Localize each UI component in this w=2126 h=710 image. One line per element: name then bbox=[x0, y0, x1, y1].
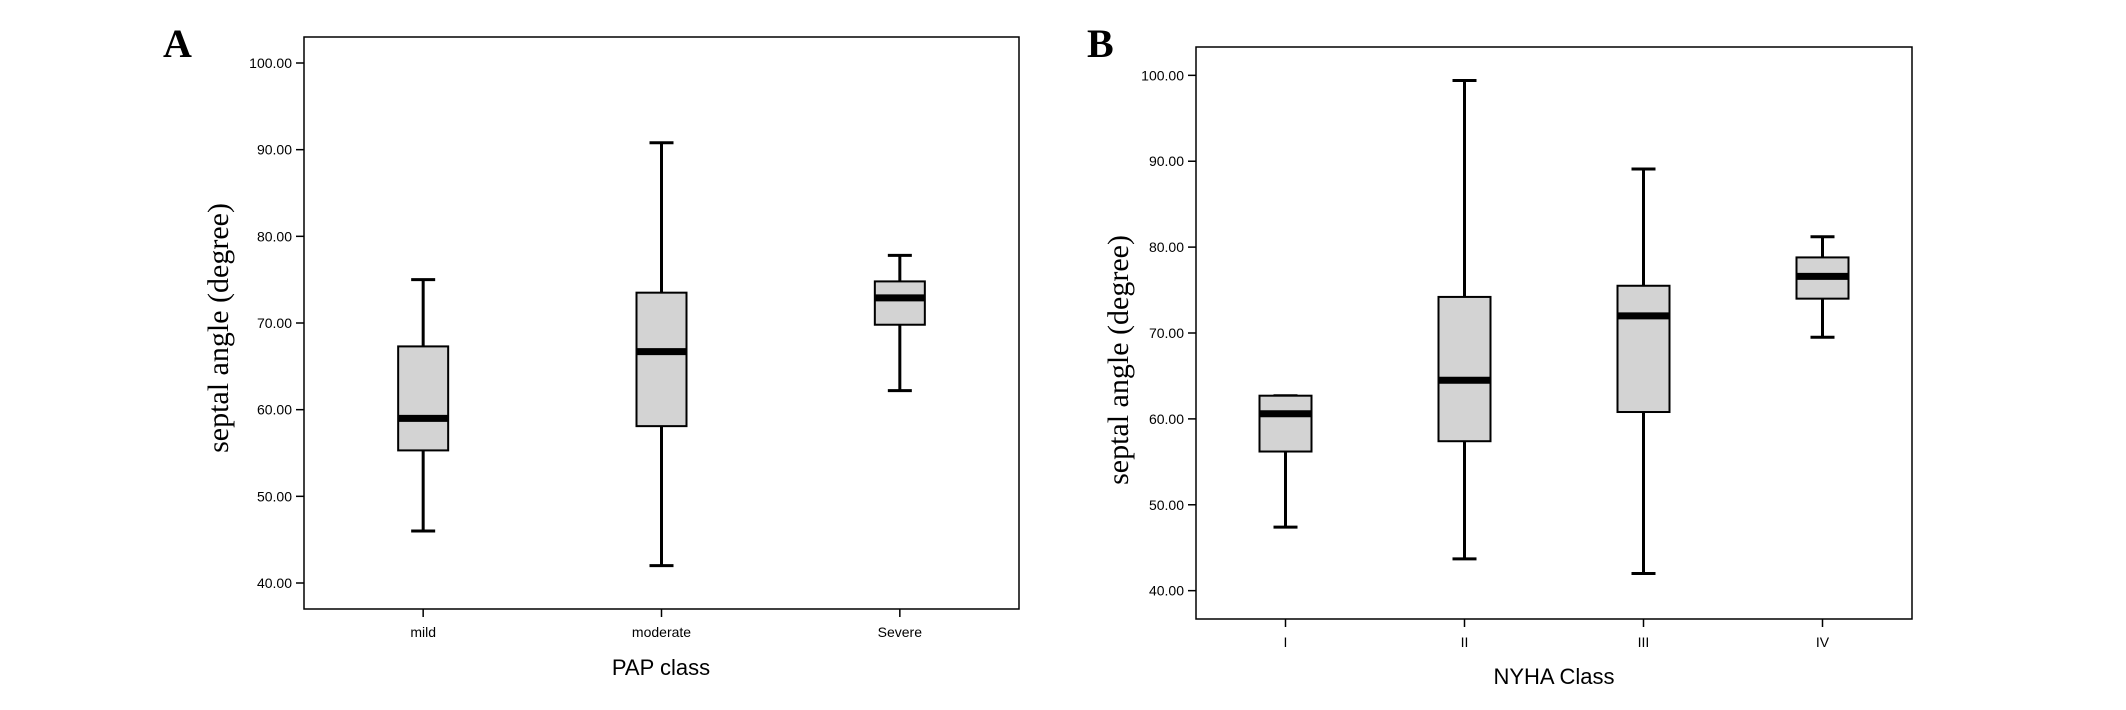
x-axis-label: PAP class bbox=[612, 655, 710, 680]
x-tick-label: Severe bbox=[878, 624, 923, 640]
y-axis-label: septal angle (degree) bbox=[202, 203, 235, 453]
y-tick-label: 60.00 bbox=[257, 402, 292, 418]
x-tick-label: I bbox=[1284, 634, 1288, 650]
x-axis-label: NYHA Class bbox=[1493, 664, 1614, 689]
box-ii bbox=[1437, 78, 1492, 561]
iqr-box bbox=[1258, 394, 1313, 453]
plot-frame bbox=[1195, 46, 1913, 620]
iqr-box bbox=[397, 345, 450, 452]
y-tick-label: 90.00 bbox=[1149, 153, 1184, 169]
y-tick-label: 70.00 bbox=[257, 315, 292, 331]
y-tick-label: 100.00 bbox=[1141, 67, 1184, 83]
x-tick-label: mild bbox=[410, 624, 436, 640]
box-mild bbox=[397, 278, 450, 533]
panel-label: B bbox=[1087, 21, 1114, 66]
y-axis: 40.00 50.00 60.00 70.00 80.00 90.00 100.00 bbox=[1141, 67, 1196, 599]
panel-label: A bbox=[163, 21, 192, 66]
y-axis: 40.00 50.00 60.00 70.00 80.00 90.00 100.00 bbox=[249, 55, 304, 591]
box-iii bbox=[1616, 167, 1671, 575]
y-tick-label: 50.00 bbox=[1149, 497, 1184, 513]
y-tick-label: 80.00 bbox=[1149, 239, 1184, 255]
iqr-box bbox=[1616, 284, 1671, 414]
y-tick-label: 70.00 bbox=[1149, 325, 1184, 341]
y-tick-label: 40.00 bbox=[257, 575, 292, 591]
y-axis-label: septal angle (degree) bbox=[1102, 235, 1135, 485]
x-axis: mild moderate Severe bbox=[410, 609, 922, 640]
x-axis: I II III IV bbox=[1284, 619, 1830, 650]
iqr-box bbox=[635, 291, 688, 428]
y-tick-label: 100.00 bbox=[249, 55, 292, 71]
x-tick-label: moderate bbox=[632, 624, 691, 640]
panel-a: A 40.00 50.00 60.00 70.00 80.00 90.00 100.00 m… bbox=[163, 21, 1020, 680]
box-severe bbox=[873, 253, 926, 393]
x-tick-label: III bbox=[1638, 634, 1650, 650]
panel-b: B 40.00 50.00 60.00 70.00 80.00 90.00 100.00 I… bbox=[1087, 21, 1913, 689]
iqr-box bbox=[873, 280, 926, 326]
y-tick-label: 60.00 bbox=[1149, 411, 1184, 427]
x-tick-label: II bbox=[1461, 634, 1469, 650]
box-series bbox=[397, 141, 926, 568]
box-iv bbox=[1795, 235, 1850, 339]
x-tick-label: IV bbox=[1816, 634, 1830, 650]
y-tick-label: 80.00 bbox=[257, 228, 292, 244]
iqr-box bbox=[1437, 295, 1492, 443]
y-tick-label: 40.00 bbox=[1149, 583, 1184, 599]
box-moderate bbox=[635, 141, 688, 568]
y-tick-label: 90.00 bbox=[257, 142, 292, 158]
box-series bbox=[1258, 78, 1850, 575]
box-i bbox=[1258, 394, 1313, 529]
y-tick-label: 50.00 bbox=[257, 488, 292, 504]
